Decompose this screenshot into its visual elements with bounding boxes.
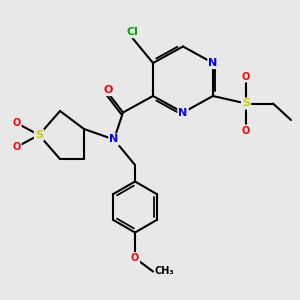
Text: N: N — [208, 58, 217, 68]
Text: O: O — [242, 71, 250, 82]
Text: N: N — [178, 107, 188, 118]
Text: O: O — [103, 85, 113, 95]
Text: CH₃: CH₃ — [154, 266, 174, 277]
Text: O: O — [12, 142, 21, 152]
Text: O: O — [12, 118, 21, 128]
Text: N: N — [110, 134, 118, 145]
Text: O: O — [242, 125, 250, 136]
Text: O: O — [131, 253, 139, 263]
Text: Cl: Cl — [126, 27, 138, 37]
Text: S: S — [35, 130, 43, 140]
Text: S: S — [242, 98, 250, 109]
